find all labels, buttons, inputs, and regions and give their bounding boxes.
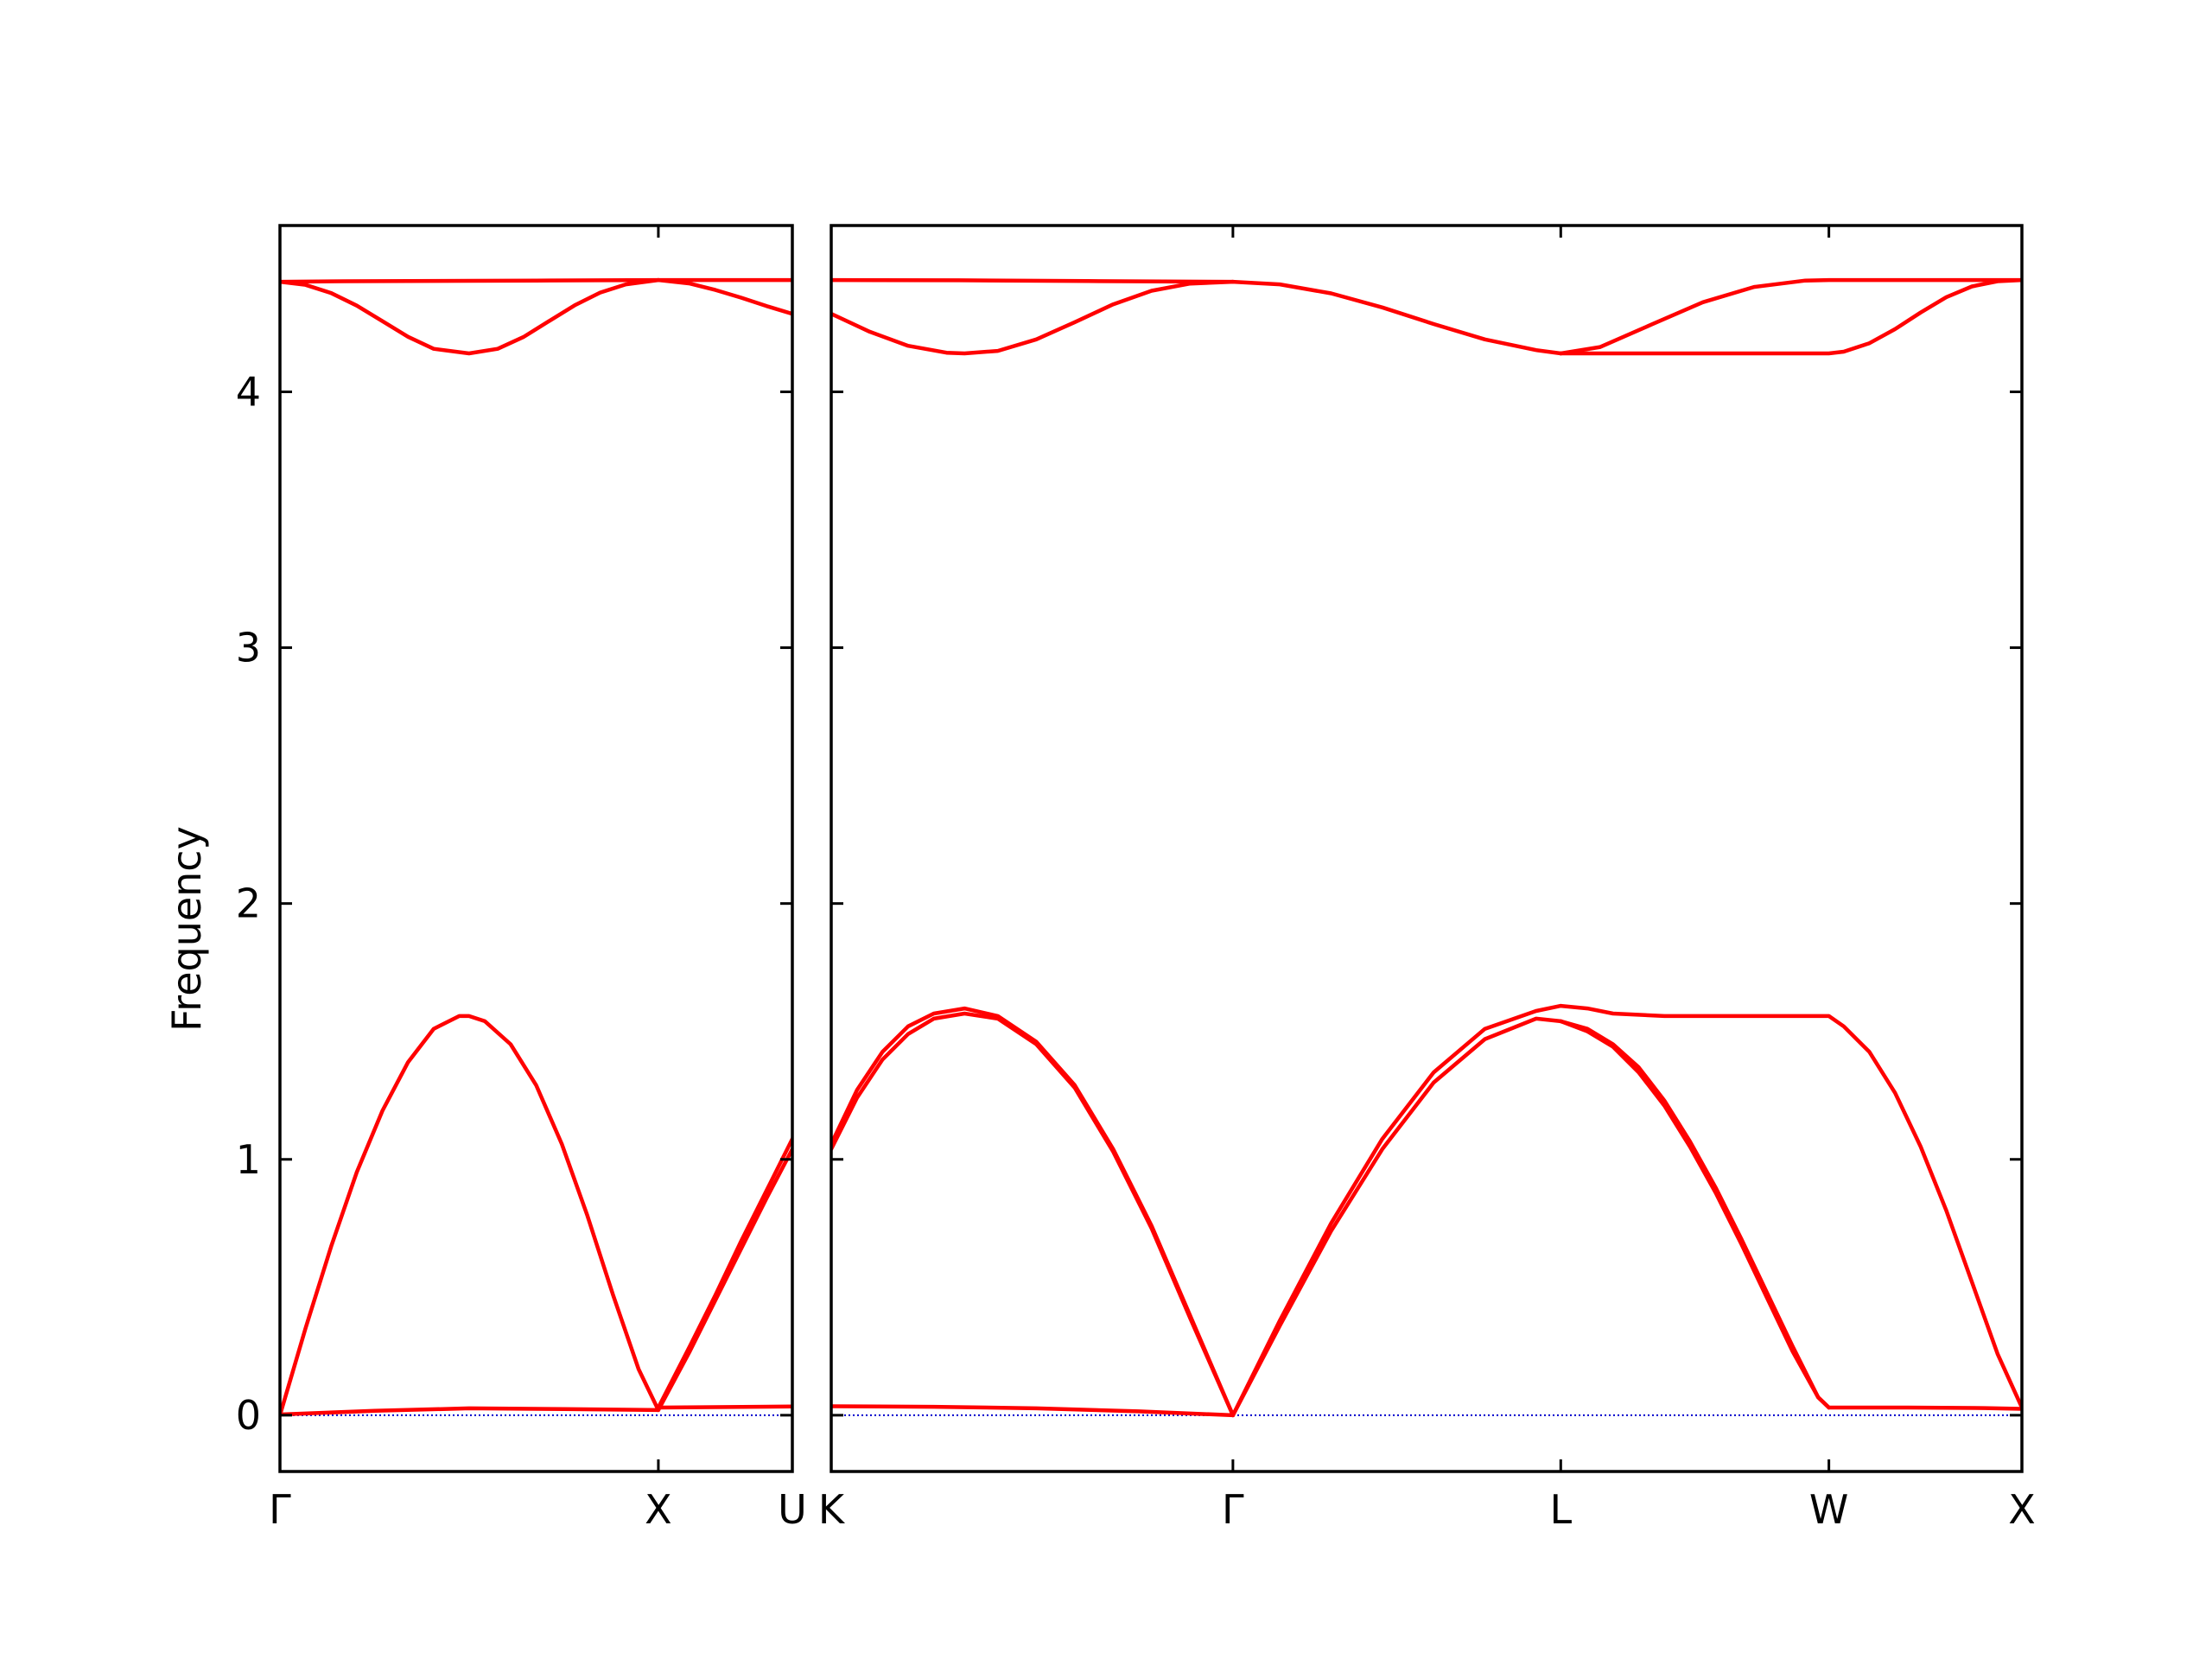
plot-frame [830, 224, 2024, 1473]
band-curves [280, 277, 792, 1418]
band-line-1 [831, 277, 1236, 284]
y-tick-label: 1 [236, 1136, 261, 1183]
band-line-6 [280, 1406, 661, 1417]
band-line-3 [280, 277, 661, 356]
band-line-11 [1559, 1003, 2022, 1410]
y-tick-label: 4 [236, 368, 261, 415]
y-axis-title: Frequency [163, 826, 210, 1032]
band-line-1 [280, 277, 661, 284]
x-tick-label: L [1549, 1486, 1572, 1533]
band-line-8 [831, 1404, 1236, 1418]
band-line-4 [656, 277, 792, 316]
band-line-5 [1559, 277, 2022, 356]
x-tick-label: U [778, 1486, 807, 1533]
band-line-13 [1559, 1019, 1831, 1410]
band-line-8 [656, 1147, 792, 1413]
x-tick-label: X [645, 1486, 672, 1533]
band-line-9 [1230, 1016, 1563, 1418]
x-tick-label: X [2008, 1486, 2036, 1533]
band-line-5 [280, 1014, 661, 1418]
band-line-12 [1559, 1019, 1831, 1410]
band-line-10 [1230, 1003, 1563, 1418]
y-tick-label: 0 [236, 1392, 261, 1439]
band-curves [831, 277, 2022, 1418]
band-line-4 [1559, 277, 2022, 356]
y-tick-label: 2 [236, 880, 261, 927]
band-line-3 [1230, 279, 1563, 356]
x-tick-label: Γ [1222, 1486, 1244, 1533]
x-tick-label: K [818, 1486, 846, 1533]
x-tick-label: W [1809, 1486, 1848, 1533]
band-line-7 [831, 1006, 1236, 1418]
band-line-6 [831, 1011, 1236, 1418]
x-tick-label: Γ [269, 1486, 291, 1533]
panel-gamma-x-u: 0 1 2 3 4 Γ X U [236, 224, 807, 1533]
band-line-7 [656, 1404, 792, 1410]
band-line-14 [1827, 1405, 2022, 1411]
plot-frame [278, 224, 794, 1473]
band-line-2 [831, 279, 1236, 356]
y-tick-label: 3 [236, 625, 261, 671]
band-line-9 [656, 1136, 792, 1410]
